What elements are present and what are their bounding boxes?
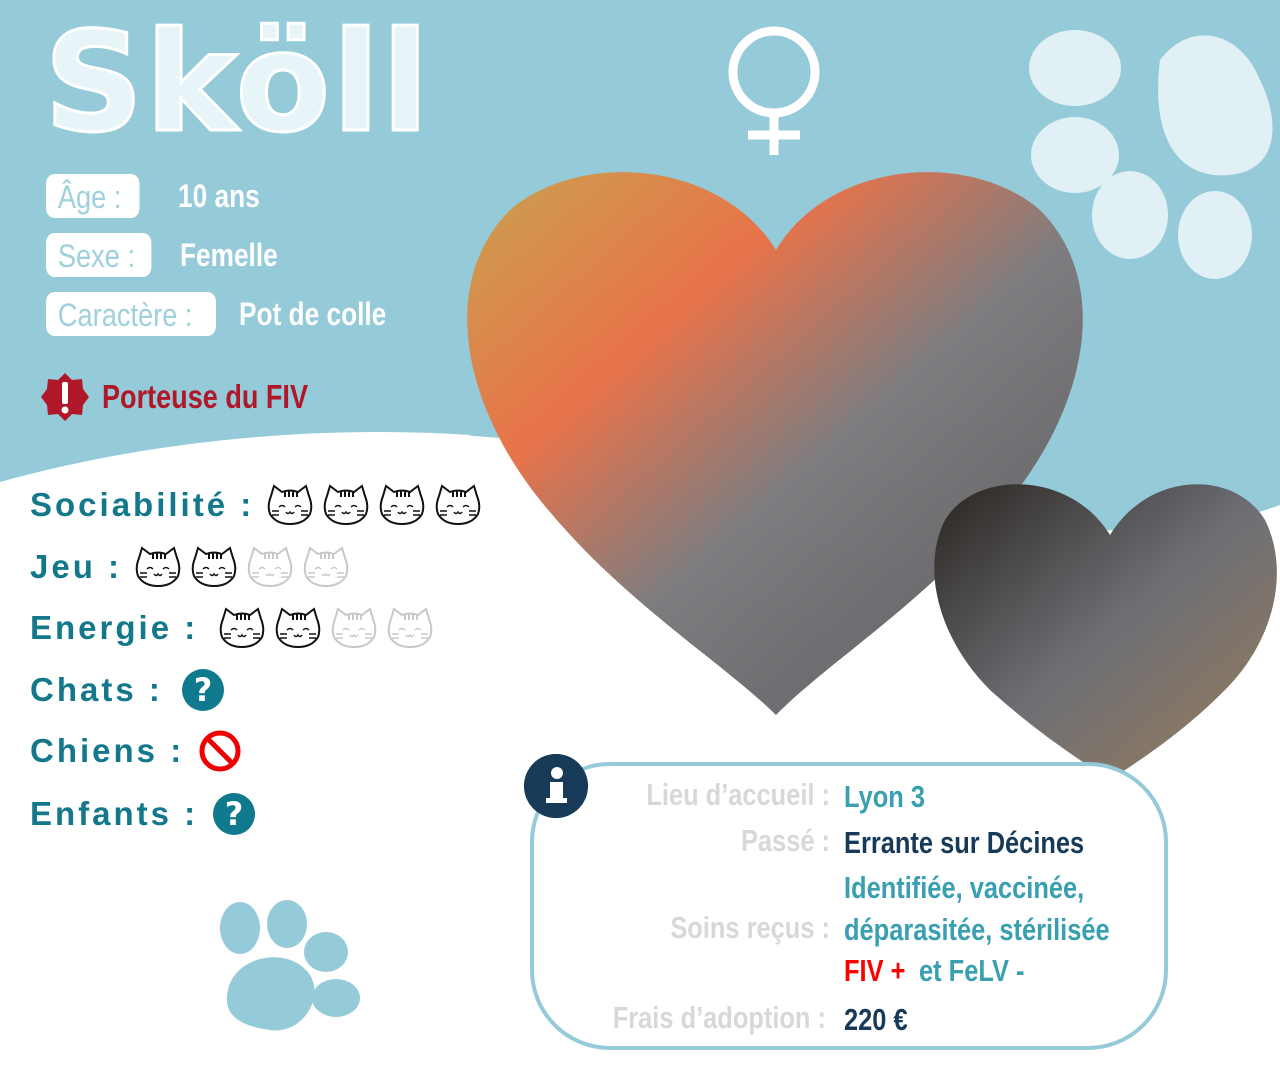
female-symbol-icon [728, 26, 820, 155]
cat-face-empty-icon [331, 607, 377, 649]
cat-face-filled-icon [191, 546, 237, 588]
cat-face-filled-icon [219, 607, 265, 649]
frais-value: 220 € [844, 1002, 908, 1037]
paw-print-icon [1029, 30, 1273, 279]
compat-label: Chiens : [30, 732, 185, 769]
soins-line-1: Identifiée, vaccinée, [844, 870, 1085, 905]
compat-dogs: Chiens : [30, 729, 242, 773]
soins-label: Soins reçus : [670, 910, 830, 945]
compat-label: Chats : [30, 671, 163, 708]
lieu-value: Lyon 3 [844, 779, 925, 814]
soins-line-2: déparasitée, stérilisée [844, 912, 1110, 947]
rating-label: Sociabilité : [30, 486, 255, 523]
character-value: Pot de colle [239, 296, 387, 332]
cat-face-filled-icon [135, 546, 181, 588]
sex-label: Sexe : [46, 233, 152, 277]
exclamation-badge-icon [41, 373, 89, 421]
compat-cats: Chats : ? [30, 668, 225, 712]
rating-play: Jeu : [30, 546, 350, 588]
cat-face-filled-icon [275, 607, 321, 649]
question-icon: ? [213, 793, 256, 835]
rating-label: Jeu : [30, 548, 123, 585]
svg-text:?: ? [194, 671, 213, 709]
info-box [530, 762, 1168, 1050]
question-icon: ? [181, 669, 224, 711]
lieu-label: Lieu d’accueil : [646, 777, 830, 812]
cat-face-filled-icon [323, 484, 369, 526]
fiv-warning: Porteuse du FIV [40, 372, 353, 422]
info-icon [524, 754, 588, 818]
age-label: Âge : [46, 174, 140, 218]
passe-value: Errante sur Décines [844, 825, 1085, 860]
rating-sociability: Sociabilité : [30, 484, 482, 526]
sex-value: Femelle [180, 237, 278, 273]
passe-label: Passé : [740, 823, 830, 858]
paw-print-icon [220, 900, 360, 1031]
cat-face-empty-icon [303, 546, 349, 588]
age-value: 10 ans [178, 178, 260, 214]
cat-face-empty-icon [387, 607, 433, 649]
compat-children: Enfants : ? [30, 792, 256, 836]
rating-label: Energie : [30, 609, 199, 646]
compat-label: Enfants : [30, 795, 199, 832]
cat-name-title: Sköll [43, 2, 431, 163]
cat-face-empty-icon [247, 546, 293, 588]
felv-status: et FeLV - [919, 953, 1025, 988]
warning-text: Porteuse du FIV [102, 378, 308, 415]
cat-face-filled-icon [435, 484, 481, 526]
rating-energy: Energie : [30, 607, 434, 649]
frais-label: Frais d’adoption : [612, 1000, 826, 1035]
character-label: Caractère : [46, 292, 216, 336]
cat-face-filled-icon [379, 484, 425, 526]
cat-face-filled-icon [267, 484, 313, 526]
cat-photo-small [934, 484, 1277, 780]
prohibited-icon [199, 730, 241, 772]
svg-text:?: ? [225, 795, 244, 833]
fiv-status: FIV + [844, 953, 906, 988]
cat-photo-large [467, 172, 1083, 716]
